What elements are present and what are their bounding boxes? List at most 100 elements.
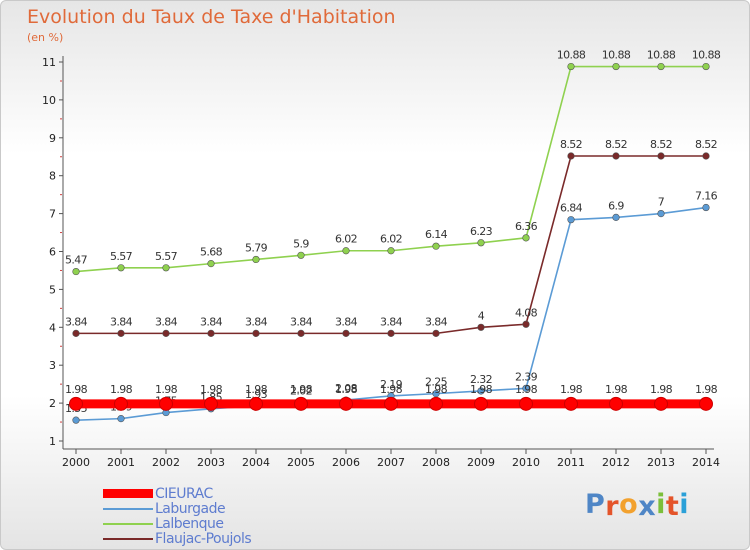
data-label-flaujac-poujols: 3.84 xyxy=(155,315,178,328)
data-point-laburgade xyxy=(72,416,80,424)
legend-label-lalbenque: Lalbenque xyxy=(155,516,224,532)
data-label-lalbenque: 6.14 xyxy=(425,228,448,241)
y-tick-label: 10 xyxy=(42,94,56,107)
y-axis-unit-label: (en %) xyxy=(27,31,64,44)
data-point-laburgade xyxy=(657,210,665,218)
y-tick-label: 9 xyxy=(49,132,56,145)
x-tick-label: 2001 xyxy=(107,456,135,469)
data-label-cieurac: 1.98 xyxy=(650,383,673,396)
data-label-lalbenque: 5.9 xyxy=(293,237,309,250)
x-tick-label: 2003 xyxy=(197,456,225,469)
data-label-cieurac: 1.98 xyxy=(470,383,493,396)
data-point-lalbenque xyxy=(612,62,620,71)
data-label-cieurac: 1.98 xyxy=(335,383,358,396)
logo-letter: t xyxy=(665,491,680,522)
data-label-flaujac-poujols: 4 xyxy=(478,309,485,322)
data-point-lalbenque xyxy=(162,264,170,272)
data-label-flaujac-poujols: 8.52 xyxy=(650,138,672,151)
data-label-flaujac-poujols: 3.84 xyxy=(245,315,268,328)
data-point-flaujac-poujols xyxy=(432,329,440,337)
data-label-laburgade: 7 xyxy=(658,196,665,209)
data-label-flaujac-poujols: 3.84 xyxy=(110,315,133,328)
data-label-lalbenque: 5.47 xyxy=(65,254,88,267)
data-label-laburgade: 2.19 xyxy=(380,378,403,391)
x-tick-label: 2004 xyxy=(242,456,270,469)
data-point-flaujac-poujols xyxy=(297,329,305,337)
y-tick-label: 3 xyxy=(49,359,56,372)
x-tick-label: 2005 xyxy=(287,456,315,469)
data-point-lalbenque xyxy=(522,234,530,242)
data-point-lalbenque xyxy=(117,264,125,272)
data-point-cieurac xyxy=(339,396,353,411)
data-point-laburgade xyxy=(567,216,575,224)
data-label-flaujac-poujols: 3.84 xyxy=(200,315,223,328)
data-point-cieurac xyxy=(474,396,488,411)
data-point-laburgade xyxy=(477,387,485,395)
data-label-cieurac: 1.98 xyxy=(515,383,538,396)
logo-letter: x xyxy=(638,491,657,522)
data-point-cieurac xyxy=(564,396,578,411)
y-tick-label: 7 xyxy=(49,208,56,221)
legend-swatch-cieurac xyxy=(103,489,153,498)
data-point-cieurac xyxy=(654,396,668,411)
proxiti-logo: Proxiti xyxy=(585,489,690,522)
y-tick-label: 11 xyxy=(42,56,56,69)
data-label-lalbenque: 10.88 xyxy=(557,49,586,62)
data-label-flaujac-poujols: 8.52 xyxy=(605,138,627,151)
data-label-laburgade: 2.02 xyxy=(290,384,312,397)
x-tick-label: 2006 xyxy=(332,456,360,469)
data-label-laburgade: 6.9 xyxy=(608,199,624,212)
data-label-laburgade: 1.93 xyxy=(245,388,268,401)
logo-letter: i xyxy=(679,489,690,520)
logo-letter: o xyxy=(619,489,639,520)
data-label-flaujac-poujols: 3.84 xyxy=(290,315,313,328)
logo-letter: P xyxy=(585,489,606,520)
data-point-lalbenque xyxy=(207,260,215,268)
data-label-lalbenque: 6.23 xyxy=(470,225,493,238)
data-point-flaujac-poujols xyxy=(387,329,395,337)
x-tick-label: 2014 xyxy=(692,456,720,469)
data-label-laburgade: 2.25 xyxy=(425,376,448,389)
y-tick-label: 2 xyxy=(49,397,56,410)
data-label-lalbenque: 10.88 xyxy=(647,49,676,62)
data-point-lalbenque xyxy=(342,247,350,255)
logo-letter: i xyxy=(656,489,666,520)
data-label-flaujac-poujols: 4.08 xyxy=(515,306,538,319)
data-point-flaujac-poujols xyxy=(567,152,575,160)
data-point-cieurac xyxy=(294,396,308,411)
y-tick-label: 5 xyxy=(49,283,56,296)
data-point-flaujac-poujols xyxy=(252,329,260,337)
data-point-cieurac xyxy=(249,396,263,411)
y-tick-label: 1 xyxy=(49,435,56,448)
x-tick-label: 2009 xyxy=(467,456,495,469)
y-tick-label: 6 xyxy=(49,246,56,259)
data-point-flaujac-poujols xyxy=(612,152,620,160)
x-tick-label: 2008 xyxy=(422,456,450,469)
data-label-lalbenque: 5.68 xyxy=(200,246,223,259)
data-point-flaujac-poujols xyxy=(522,320,530,328)
data-point-cieurac xyxy=(699,396,713,411)
data-label-lalbenque: 5.57 xyxy=(110,250,133,263)
x-tick-label: 2010 xyxy=(512,456,540,469)
data-point-cieurac xyxy=(609,396,623,411)
data-point-cieurac xyxy=(204,396,218,411)
data-point-laburgade xyxy=(702,203,710,212)
data-point-cieurac xyxy=(69,396,83,411)
data-label-lalbenque: 10.88 xyxy=(602,49,631,62)
legend-swatch-lalbenque xyxy=(103,523,153,525)
x-tick-label: 2002 xyxy=(152,456,180,469)
legend-swatch-flaujac-poujols xyxy=(103,538,153,540)
data-point-flaujac-poujols xyxy=(117,329,125,337)
data-point-flaujac-poujols xyxy=(702,152,710,160)
chart-title: Evolution du Taux de Taxe d'Habitation xyxy=(27,6,396,28)
data-point-cieurac xyxy=(159,396,173,411)
legend-label-cieurac: CIEURAC xyxy=(155,486,213,502)
data-label-flaujac-poujols: 8.52 xyxy=(560,138,582,151)
data-point-cieurac xyxy=(519,396,533,411)
data-point-laburgade xyxy=(612,213,620,221)
data-point-flaujac-poujols xyxy=(477,323,485,331)
data-point-flaujac-poujols xyxy=(72,329,80,337)
data-label-lalbenque: 5.57 xyxy=(155,250,178,263)
